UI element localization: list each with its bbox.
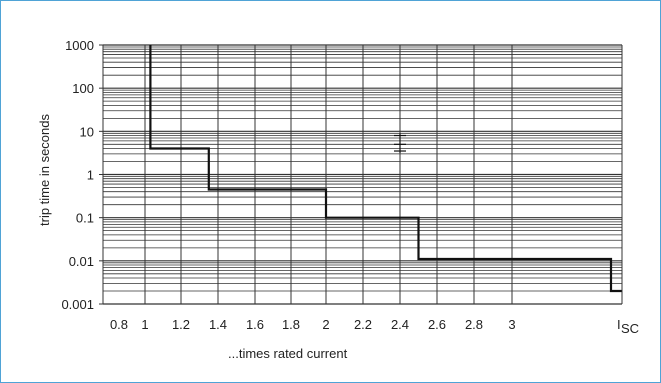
y-tick-label: 0.01	[69, 254, 94, 269]
x-tick-label: I	[617, 317, 621, 332]
x-axis-label: ...times rated current	[228, 346, 348, 361]
x-tick-subscript: SC	[621, 321, 639, 336]
y-tick-label: 1000	[65, 38, 94, 53]
x-tick-label: 1.8	[282, 317, 300, 332]
y-tick-label: 10	[80, 124, 94, 139]
y-tick-label: 100	[72, 81, 94, 96]
x-tick-label: 2.6	[428, 317, 446, 332]
y-tick-label: 1	[87, 168, 94, 183]
x-tick-label: 0.8	[110, 317, 128, 332]
y-axis-label: trip time in seconds	[37, 114, 52, 226]
x-tick-label: 1.6	[246, 317, 264, 332]
y-axis-ticks: 1000 100 10 1 0.1 0.01 0.001	[61, 38, 103, 312]
grid-lines	[102, 44, 623, 305]
y-tick-label: 0.1	[76, 211, 94, 226]
x-axis-ticks: 0.8 1 1.2 1.4 1.6 1.8 2 2.2 2.4 2.6 2.8 3 I SC	[110, 317, 639, 336]
x-tick-label: 1	[141, 317, 148, 332]
x-tick-label: 2	[322, 317, 329, 332]
x-tick-label: 1.4	[209, 317, 227, 332]
x-tick-label: 3	[508, 317, 515, 332]
series-group	[149, 45, 622, 293]
x-tick-label: 2.8	[465, 317, 483, 332]
y-tick-label: 0.001	[61, 297, 94, 312]
trip-curve-line	[149, 45, 622, 293]
x-tick-label: 1.2	[172, 317, 190, 332]
x-tick-label: 2.4	[391, 317, 409, 332]
x-tick-label: 2.2	[354, 317, 372, 332]
tolerance-marker	[394, 133, 406, 154]
